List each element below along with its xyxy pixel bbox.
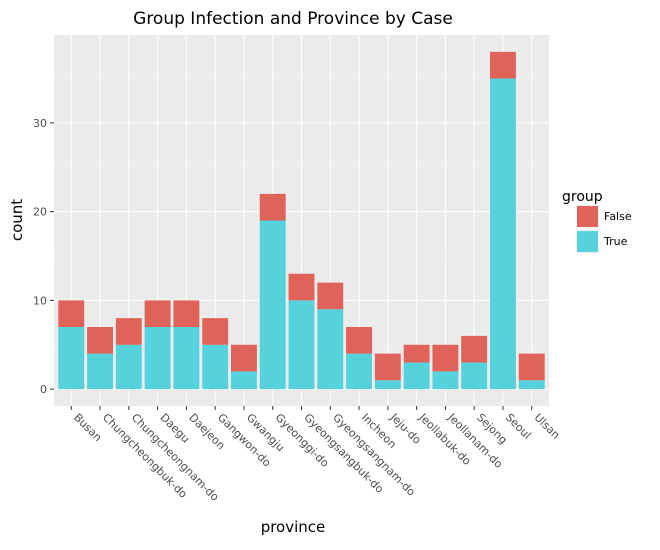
bar-false <box>58 300 85 328</box>
bar-true <box>259 220 286 390</box>
x-tick-label: Busan <box>71 411 104 444</box>
y-tick-label: 0 <box>40 383 47 396</box>
bar-true <box>144 327 171 390</box>
bar-true <box>173 327 200 390</box>
legend-label-true: True <box>603 235 628 248</box>
y-tick-label: 10 <box>33 294 47 307</box>
y-tick-label: 30 <box>33 117 47 130</box>
bar-false <box>346 327 373 354</box>
bar-true <box>403 362 430 390</box>
bar-true <box>518 380 545 390</box>
chart-title: Group Infection and Province by Case <box>133 9 453 29</box>
bar-false <box>87 327 113 354</box>
legend-items: False True <box>576 205 632 253</box>
bar-true <box>58 327 85 390</box>
bar-true <box>202 344 229 390</box>
bar-true <box>374 380 401 390</box>
bar-false <box>259 193 286 221</box>
bar-false <box>403 344 430 363</box>
bar-true <box>87 353 113 390</box>
bar-false <box>432 344 459 372</box>
bar-true <box>288 300 315 390</box>
legend-title: group <box>562 189 603 205</box>
x-axis-label: province <box>261 518 326 536</box>
y-axis-label: count <box>8 199 26 241</box>
legend: group False True <box>562 189 632 253</box>
bar-false <box>202 318 229 345</box>
bar-false <box>490 51 516 79</box>
bar-false <box>144 300 171 328</box>
bar-false <box>230 344 257 372</box>
bar-false <box>461 335 488 363</box>
bar-false <box>288 273 315 301</box>
bar-true <box>230 371 257 390</box>
bar-true <box>317 309 344 390</box>
y-tick-label: 20 <box>33 206 47 219</box>
legend-swatch-true <box>577 231 598 252</box>
bar-false <box>518 353 545 381</box>
bar-true <box>461 362 488 390</box>
bar-false <box>173 300 200 328</box>
x-tick-label: Ulsan <box>532 411 563 442</box>
bar-true <box>346 353 373 390</box>
bar-false <box>115 318 142 345</box>
bar-true <box>432 371 459 390</box>
bar-false <box>317 282 344 310</box>
legend-label-false: False <box>604 210 632 223</box>
bar-layer <box>58 51 545 390</box>
legend-swatch-false <box>577 206 598 227</box>
bar-true <box>490 78 516 390</box>
bar-false <box>374 353 401 381</box>
bar-true <box>115 344 142 390</box>
